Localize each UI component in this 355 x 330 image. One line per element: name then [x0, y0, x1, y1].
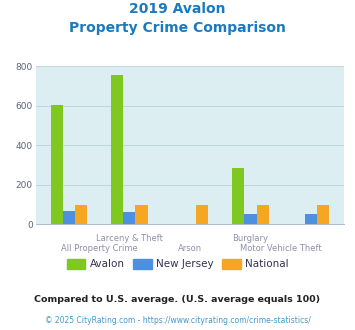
Bar: [257, 205, 269, 224]
Text: All Property Crime: All Property Crime: [61, 244, 137, 253]
Bar: [245, 214, 257, 224]
Text: Motor Vehicle Theft: Motor Vehicle Theft: [240, 244, 322, 253]
Bar: [317, 205, 329, 224]
Legend: Avalon, New Jersey, National: Avalon, New Jersey, National: [62, 255, 293, 274]
Bar: [123, 212, 135, 224]
Bar: [305, 214, 317, 224]
Text: Compared to U.S. average. (U.S. average equals 100): Compared to U.S. average. (U.S. average …: [34, 295, 321, 304]
Bar: [51, 105, 63, 224]
Text: © 2025 CityRating.com - https://www.cityrating.com/crime-statistics/: © 2025 CityRating.com - https://www.city…: [45, 316, 310, 325]
Bar: [75, 205, 87, 224]
Bar: [232, 168, 245, 224]
Bar: [135, 205, 148, 224]
Text: Arson: Arson: [178, 244, 202, 253]
Text: Larceny & Theft: Larceny & Theft: [96, 234, 163, 243]
Bar: [63, 211, 75, 224]
Bar: [196, 205, 208, 224]
Text: 2019 Avalon: 2019 Avalon: [129, 2, 226, 16]
Text: Property Crime Comparison: Property Crime Comparison: [69, 21, 286, 35]
Text: Burglary: Burglary: [233, 234, 268, 243]
Bar: [111, 75, 123, 224]
